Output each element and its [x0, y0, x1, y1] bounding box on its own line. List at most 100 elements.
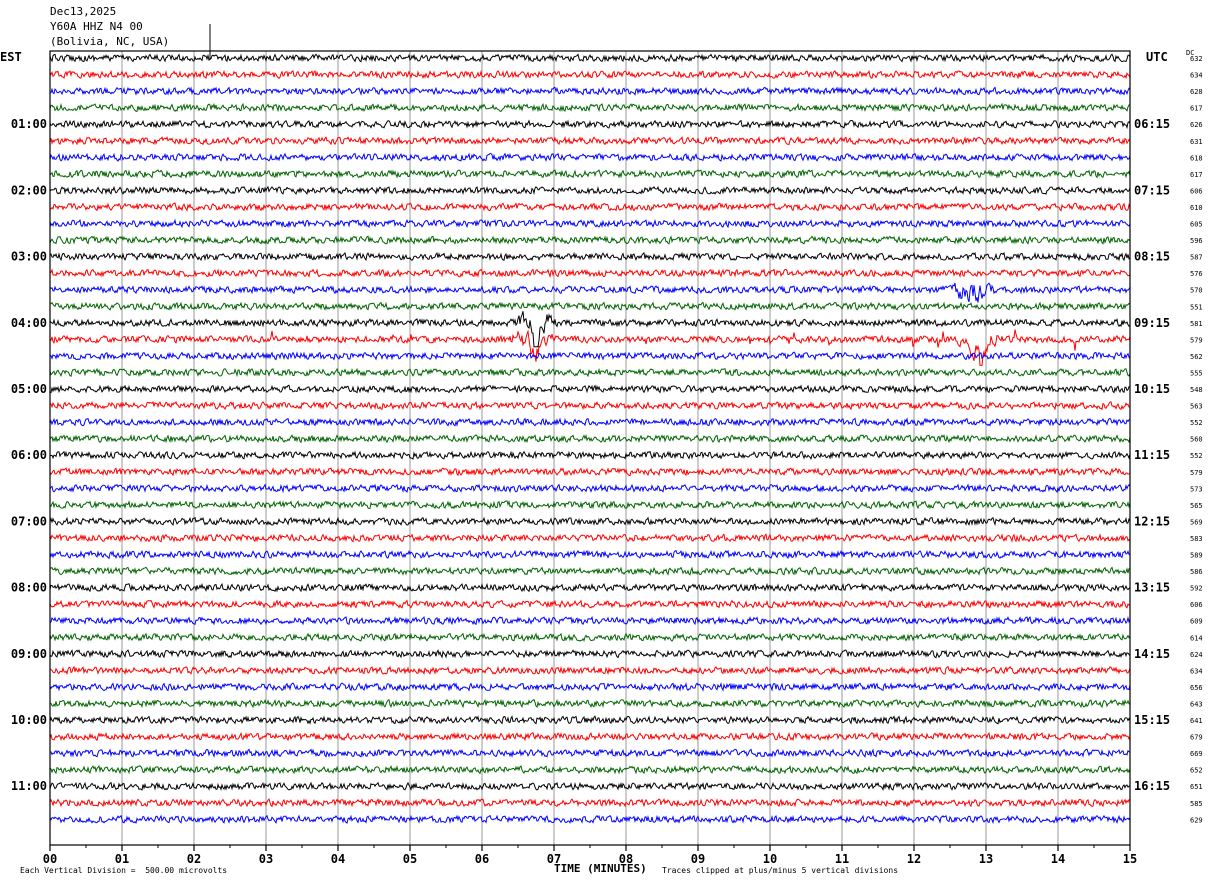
trace-15 — [49, 301, 1131, 311]
trace-30 — [49, 549, 1131, 560]
trace-45 — [49, 798, 1131, 808]
trace-22 — [49, 417, 1131, 427]
left-hour-label: 05:00 — [11, 382, 47, 396]
trace-27 — [49, 500, 1131, 510]
right-hour-label: 10:15 — [1134, 382, 1170, 396]
trace-21 — [49, 400, 1131, 411]
trace-24 — [49, 450, 1131, 460]
trace-14 — [49, 282, 1131, 303]
dc-offset-label: 605 — [1190, 221, 1203, 229]
x-axis-title: TIME (MINUTES) — [554, 862, 647, 875]
trace-34 — [49, 615, 1131, 626]
right-hour-label: 12:15 — [1134, 514, 1170, 528]
trace-6 — [49, 152, 1131, 163]
dc-offset-label: 585 — [1190, 800, 1203, 808]
dc-offset-label: 643 — [1190, 700, 1203, 708]
x-tick-label: 14 — [1051, 852, 1065, 866]
trace-25 — [49, 467, 1131, 477]
left-hour-label: 02:00 — [11, 183, 47, 197]
left-hour-label: 04:00 — [11, 316, 47, 330]
trace-7 — [49, 169, 1131, 179]
dc-offset-label: 624 — [1190, 651, 1203, 659]
dc-offset-label: 589 — [1190, 552, 1203, 560]
right-hour-label: 11:15 — [1134, 448, 1170, 462]
x-tick-label: 04 — [331, 852, 345, 866]
trace-5 — [49, 135, 1131, 146]
plot-frame — [49, 24, 1131, 851]
trace-17 — [49, 329, 1131, 366]
trace-10 — [49, 218, 1131, 229]
dc-offset-label: 548 — [1190, 386, 1203, 394]
trace-12 — [49, 251, 1131, 262]
dc-offset-label: 669 — [1190, 750, 1203, 758]
x-tick-label: 11 — [835, 852, 849, 866]
trace-40 — [49, 715, 1131, 725]
trace-9 — [49, 202, 1131, 212]
dc-offset-label: 552 — [1190, 452, 1203, 460]
trace-42 — [49, 748, 1131, 758]
x-tick-label: 13 — [979, 852, 993, 866]
trace-35 — [49, 632, 1131, 642]
trace-46 — [49, 814, 1131, 825]
dc-offset-label: 551 — [1190, 303, 1203, 311]
dc-offset-label: 592 — [1190, 585, 1203, 593]
minute-gridlines — [121, 51, 1059, 845]
trace-3 — [49, 102, 1131, 113]
dc-offset-label: 587 — [1190, 254, 1203, 262]
right-hour-label: 07:15 — [1134, 183, 1170, 197]
dc-offset-label: 641 — [1190, 717, 1203, 725]
dc-offset-label: 634 — [1190, 667, 1203, 675]
dc-offset-label: 614 — [1190, 634, 1203, 642]
dc-offset-label: 610 — [1190, 204, 1203, 212]
dc-offset-label: 586 — [1190, 568, 1203, 576]
trace-2 — [50, 86, 1131, 96]
left-hour-label: 07:00 — [11, 514, 47, 528]
left-hour-label: 01:00 — [11, 117, 47, 131]
trace-31 — [49, 566, 1131, 576]
right-hour-label: 13:15 — [1134, 581, 1170, 595]
dc-offset-label: 583 — [1190, 535, 1203, 543]
dc-offset-label: 565 — [1190, 502, 1203, 510]
dc-offset-label: 656 — [1190, 684, 1203, 692]
dc-offset-label: 579 — [1190, 336, 1203, 344]
dc-offset-label: 679 — [1190, 734, 1203, 742]
x-tick-label: 09 — [691, 852, 705, 866]
header-location: (Bolivia, NC, USA) — [50, 35, 170, 48]
x-tick-label: 02 — [187, 852, 201, 866]
left-timezone-label: EST — [0, 50, 22, 64]
left-hour-label: 10:00 — [11, 713, 47, 727]
dc-offset-label: 651 — [1190, 783, 1203, 791]
dc-offset-label: 573 — [1190, 485, 1203, 493]
trace-11 — [49, 235, 1131, 245]
trace-16 — [49, 311, 1131, 348]
seismic-traces — [49, 53, 1131, 825]
x-tick-label: 12 — [907, 852, 921, 866]
trace-41 — [49, 731, 1131, 742]
trace-39 — [49, 698, 1131, 709]
dc-offset-label: 576 — [1190, 270, 1203, 278]
x-tick-label: 07 — [547, 852, 561, 866]
dc-offset-label: 570 — [1190, 287, 1203, 295]
x-tick-label: 06 — [475, 852, 489, 866]
dc-offset-label: 606 — [1190, 187, 1203, 195]
left-hour-label: 06:00 — [11, 448, 47, 462]
left-hour-label: 11:00 — [11, 779, 47, 793]
dc-offset-label: 628 — [1190, 88, 1203, 96]
right-hour-label: 15:15 — [1134, 713, 1170, 727]
x-tick-label: 15 — [1123, 852, 1137, 866]
dc-offset-label: 552 — [1190, 419, 1203, 427]
right-hour-label: 14:15 — [1134, 647, 1170, 661]
dc-offset-label: 606 — [1190, 601, 1203, 609]
x-tick-label: 05 — [403, 852, 417, 866]
dc-offset-label: 617 — [1190, 171, 1203, 179]
dc-offset-label: 596 — [1190, 237, 1203, 245]
trace-8 — [49, 185, 1131, 196]
right-timezone-label: UTC — [1146, 50, 1168, 64]
dc-offset-label: 652 — [1190, 767, 1203, 775]
trace-36 — [49, 649, 1131, 659]
trace-26 — [49, 483, 1131, 494]
dc-offset-label: 626 — [1190, 121, 1203, 129]
trace-38 — [49, 681, 1131, 692]
trace-32 — [49, 582, 1131, 593]
